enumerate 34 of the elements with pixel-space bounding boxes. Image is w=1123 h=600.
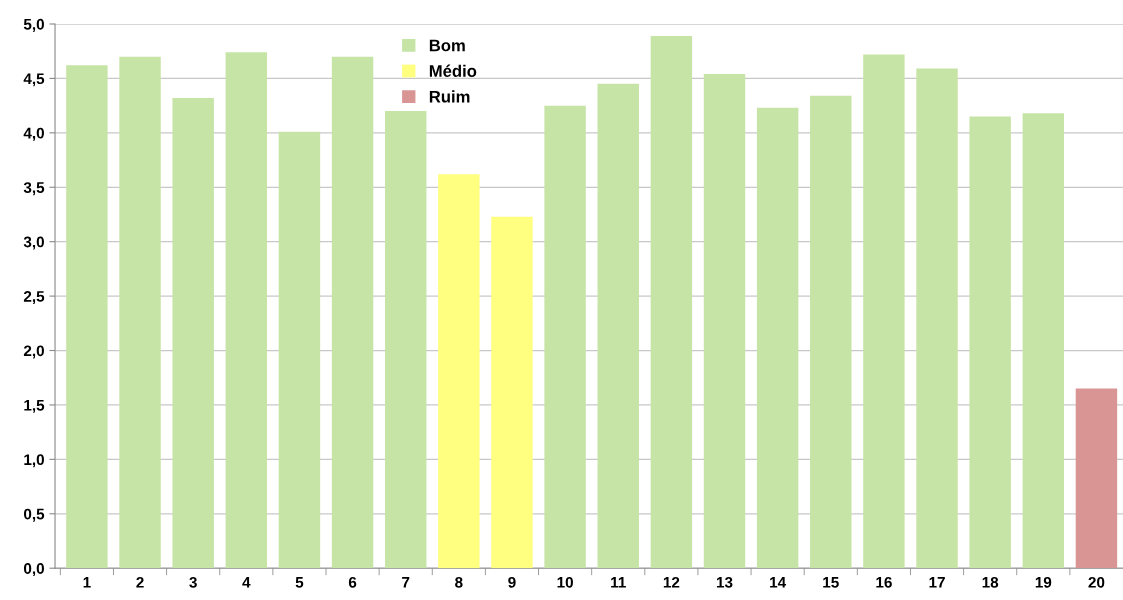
y-tick-label: 1,5 <box>24 399 45 413</box>
x-tick-label: 14 <box>770 577 787 588</box>
x-tick-label: 1 <box>83 577 91 588</box>
x-tick-label: 10 <box>557 576 573 588</box>
x-tick-label: 18 <box>982 576 999 588</box>
y-tick-label: 4,0 <box>23 127 44 141</box>
x-tick-label: 12 <box>663 576 680 588</box>
y-tick-label: 3,0 <box>23 236 44 250</box>
legend-label: Bom <box>429 39 465 52</box>
x-tick-label: 16 <box>876 576 892 588</box>
legend-label: Ruim <box>429 90 470 103</box>
y-tick-label: 2,5 <box>23 290 45 304</box>
x-tick-label: 7 <box>402 577 410 588</box>
y-tick-label: 0,5 <box>23 508 45 522</box>
x-tick-label: 6 <box>348 576 357 588</box>
x-tick-label: 9 <box>508 576 516 588</box>
x-tick-label: 13 <box>716 576 733 588</box>
x-tick-label: 19 <box>1035 576 1052 588</box>
x-tick-label: 20 <box>1088 576 1105 588</box>
y-tick-label: 2,0 <box>23 345 44 359</box>
x-tick-label: 5 <box>295 577 304 588</box>
y-tick-label: 5,0 <box>23 18 44 32</box>
x-tick-label: 11 <box>611 577 626 588</box>
x-tick-label: 3 <box>189 576 197 588</box>
y-tick-label: 1,0 <box>24 454 44 468</box>
x-tick-label: 15 <box>823 577 839 588</box>
x-tick-label: 17 <box>929 577 945 588</box>
x-tick-label: 2 <box>136 576 144 588</box>
y-tick-label: 0,0 <box>23 563 44 577</box>
legend-label: Médio <box>429 64 477 77</box>
y-tick-label: 4,5 <box>23 73 45 87</box>
x-tick-label: 8 <box>455 576 463 588</box>
y-tick-label: 3,5 <box>23 182 45 196</box>
x-tick-label: 4 <box>242 577 251 588</box>
